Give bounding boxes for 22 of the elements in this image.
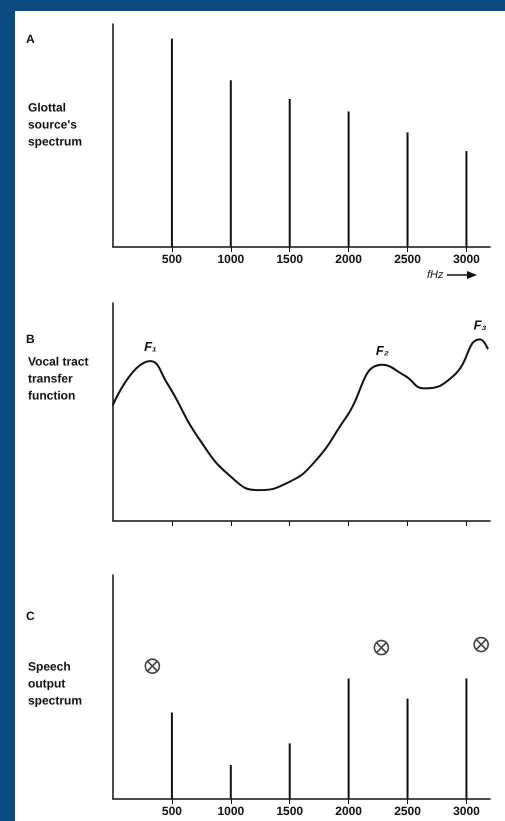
annotation: F₁ (144, 339, 157, 354)
x-tick-label: 1500 (276, 252, 304, 266)
y-axis-title: Glottal source's spectrum (28, 100, 82, 148)
text: C (26, 609, 35, 623)
x-tick-label: 2500 (394, 804, 422, 818)
x-tick-label: 500 (162, 252, 182, 266)
x-tick-label: 1000 (217, 252, 244, 266)
x-tick-label: 1000 (217, 804, 244, 818)
x-axis-title: fHz (427, 269, 444, 281)
x-tick-label: 3000 (453, 804, 480, 818)
x-tick-label: 1500 (276, 804, 304, 818)
text: A (26, 32, 35, 46)
annotation: F₃ (474, 317, 487, 332)
x-tick-label: 2000 (335, 252, 362, 266)
x-tick-label: 2500 (394, 252, 422, 266)
annotation: F₂ (376, 342, 389, 358)
x-tick-label: 500 (162, 804, 182, 818)
x-tick-label: 3000 (453, 252, 480, 266)
x-tick-label: 2000 (335, 804, 362, 818)
text: B (26, 332, 35, 346)
y-axis-title: Speech output spectrum (28, 660, 82, 708)
y-axis-title: Vocal tract transfer function (28, 354, 92, 402)
